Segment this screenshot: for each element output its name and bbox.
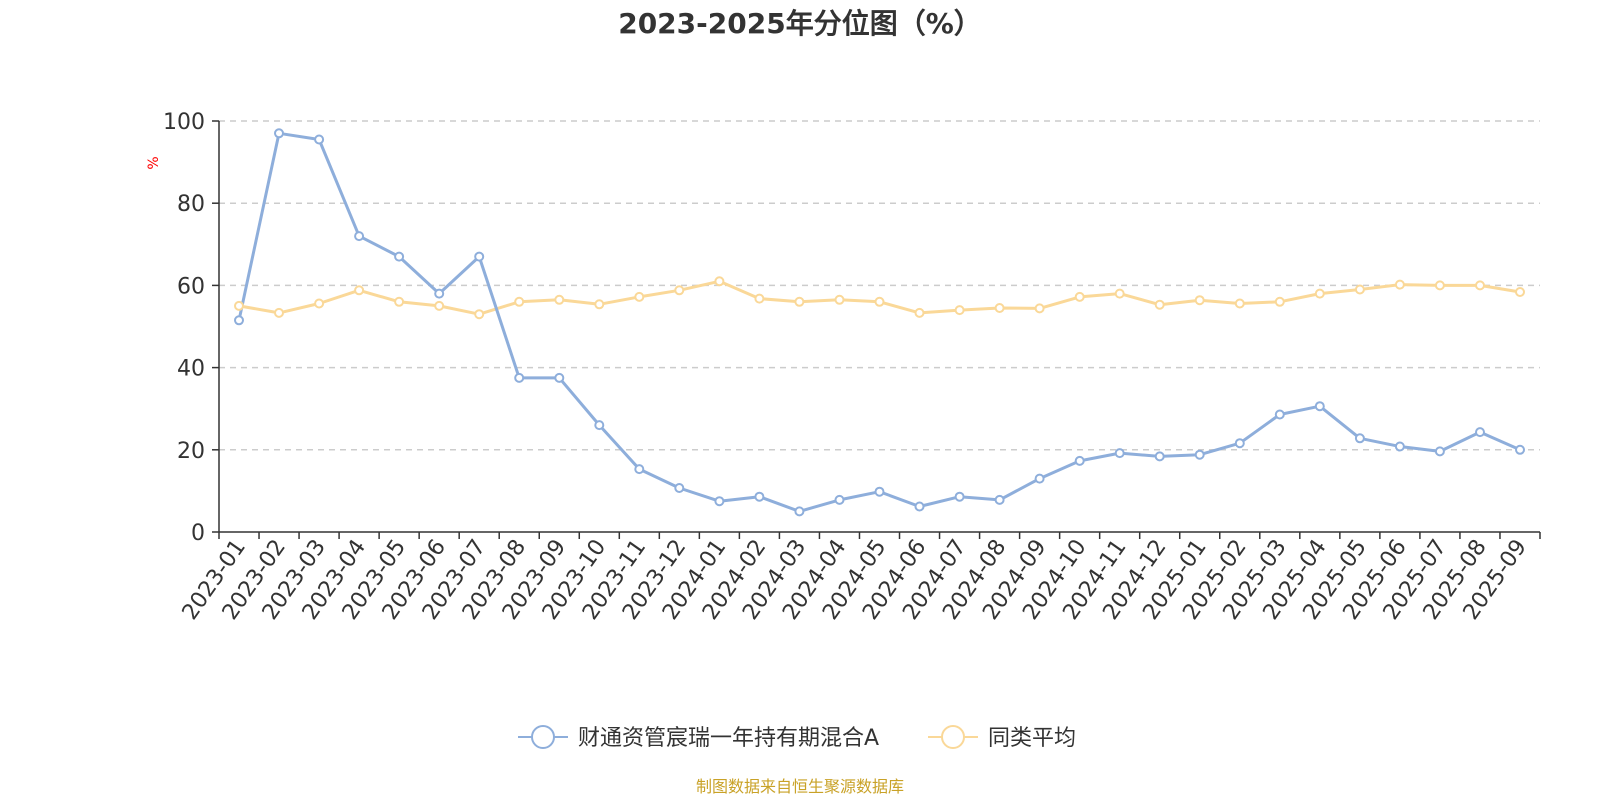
data-point	[994, 494, 1005, 505]
y-tick-label: 60	[177, 274, 205, 299]
legend-label: 财通资管宸瑞一年持有期混合A	[578, 726, 879, 751]
data-point	[594, 420, 605, 431]
data-point	[954, 305, 965, 316]
data-point	[1154, 299, 1165, 310]
data-point	[554, 372, 565, 383]
data-point	[794, 506, 805, 517]
data-point	[354, 285, 365, 296]
data-point	[794, 296, 805, 307]
data-point	[314, 298, 325, 309]
axes	[218, 121, 1540, 533]
data-point	[554, 294, 565, 305]
data-point	[874, 296, 885, 307]
data-point	[1074, 455, 1085, 466]
data-point	[834, 494, 845, 505]
y-axis-ticks: 0 20 40 60 80 100	[163, 110, 219, 546]
data-point	[514, 372, 525, 383]
y-tick-label: 40	[177, 357, 205, 382]
y-tick-label: 80	[177, 192, 205, 217]
data-point	[1314, 401, 1325, 412]
data-point	[394, 251, 405, 262]
data-point	[1354, 433, 1365, 444]
data-point	[1114, 288, 1125, 299]
data-point	[1314, 288, 1325, 299]
data-point	[1475, 280, 1485, 291]
data-point	[314, 134, 325, 145]
data-point	[1034, 303, 1045, 314]
y-tick-label: 100	[163, 110, 205, 135]
data-point	[1274, 409, 1285, 420]
data-point	[1475, 427, 1485, 438]
series-group	[234, 128, 1525, 517]
data-point	[434, 300, 445, 311]
data-point	[354, 231, 365, 242]
legend-label: 同类平均	[988, 726, 1076, 751]
series-line	[237, 131, 1521, 513]
data-point	[1194, 449, 1205, 460]
data-point	[1114, 448, 1125, 459]
data-point	[674, 285, 685, 296]
y-tick-label: 20	[177, 439, 205, 464]
data-point	[234, 300, 244, 311]
data-point	[1434, 446, 1445, 457]
data-point	[1394, 279, 1405, 290]
y-tick-label: 0	[191, 521, 205, 546]
data-point	[754, 293, 765, 304]
data-point	[1194, 295, 1205, 306]
data-point	[914, 307, 925, 318]
data-point	[234, 315, 244, 326]
data-point	[754, 491, 765, 502]
data-point	[1515, 287, 1525, 297]
chart-title: 2023-2025年分位图（%）	[618, 7, 982, 40]
y-axis-unit-label: %	[146, 156, 162, 169]
data-point	[1154, 451, 1165, 462]
data-point	[834, 294, 845, 305]
data-point	[1034, 473, 1045, 484]
legend-marker	[941, 725, 965, 749]
data-point	[594, 299, 605, 310]
data-point	[1234, 298, 1245, 309]
data-point	[1354, 284, 1365, 295]
data-point	[874, 486, 885, 497]
data-point	[674, 483, 685, 493]
data-point	[714, 276, 725, 287]
data-point	[714, 496, 725, 507]
data-point	[394, 296, 405, 307]
data-point	[1234, 438, 1245, 449]
data-point	[1515, 444, 1525, 455]
data-point	[994, 303, 1005, 313]
data-point	[1074, 291, 1085, 302]
data-point	[1434, 280, 1445, 291]
data-point	[514, 296, 525, 307]
data-point	[274, 128, 284, 139]
legend-marker	[531, 725, 555, 749]
source-note: 制图数据来自恒生聚源数据库	[696, 777, 904, 796]
data-point	[634, 291, 645, 302]
data-point	[914, 501, 925, 512]
data-point	[954, 491, 965, 502]
data-point	[474, 309, 485, 320]
data-point	[1394, 441, 1405, 452]
gridlines	[219, 120, 1540, 451]
data-point	[1274, 296, 1285, 307]
data-point	[474, 251, 485, 262]
legend: 财通资管宸瑞一年持有期混合A 同类平均	[518, 725, 1076, 751]
data-point	[274, 307, 284, 318]
data-point	[434, 288, 445, 299]
x-axis-ticks: 2023-012023-022023-032023-042023-052023-…	[178, 532, 1541, 625]
data-point	[634, 464, 645, 475]
